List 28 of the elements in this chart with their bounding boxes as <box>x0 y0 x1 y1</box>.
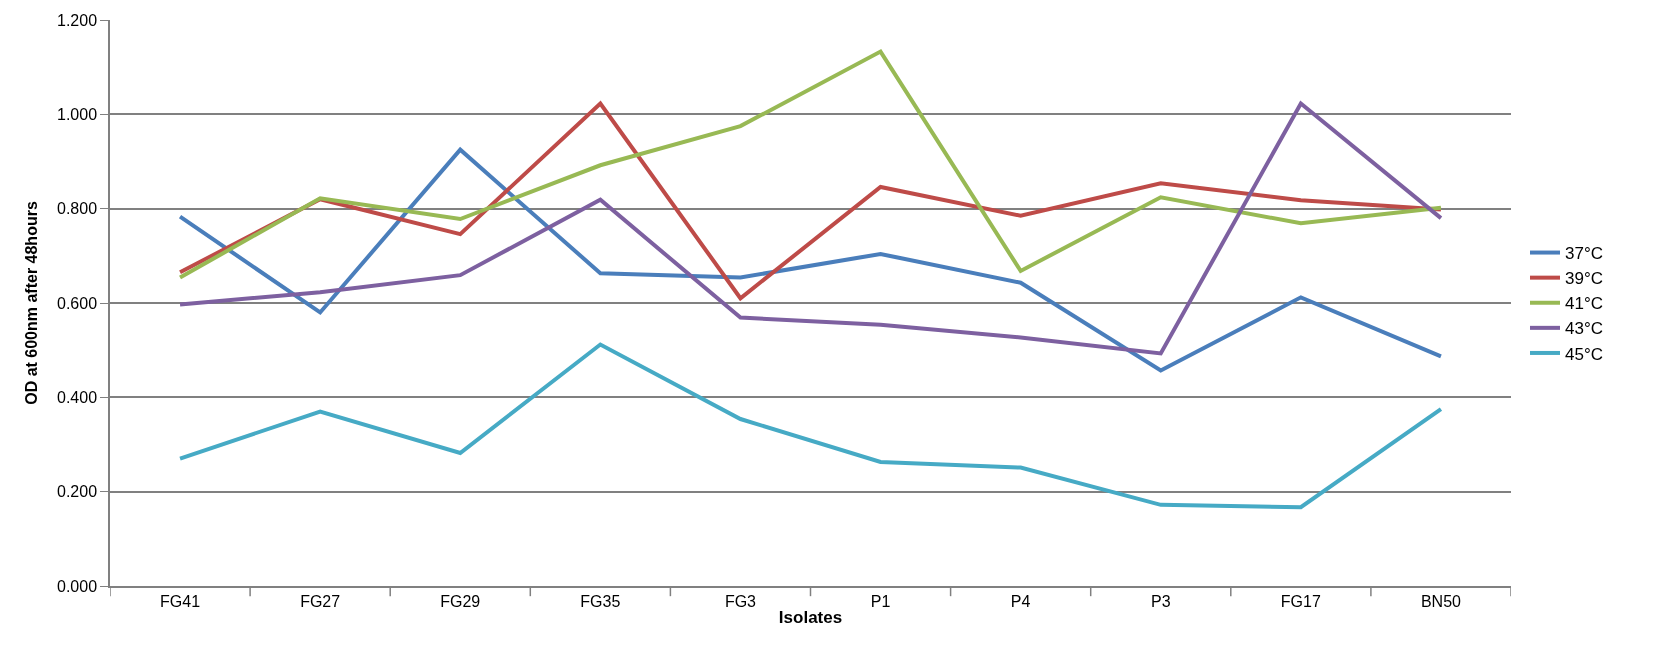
legend-label: 39°C <box>1565 269 1603 289</box>
y-tick-label: 1.200 <box>57 11 98 29</box>
line-series <box>178 49 1443 280</box>
x-tick-label: P1 <box>870 592 891 610</box>
x-tick-label: FG3 <box>724 592 757 610</box>
legend-label: 43°C <box>1565 319 1603 339</box>
y-axis-title: OD at 600nm after 48hours <box>23 201 41 405</box>
x-tick-label: FG29 <box>440 592 481 610</box>
y-tick-label: 0.800 <box>57 200 98 218</box>
y-tick-label: 0.600 <box>57 294 98 312</box>
x-tick-label: P3 <box>1150 592 1171 610</box>
x-tick-label: BN50 <box>1420 592 1462 610</box>
y-tick-label: 0.000 <box>57 577 98 595</box>
line-series <box>178 101 1443 356</box>
x-tick-label: FG35 <box>580 592 621 610</box>
y-tick-label: 1.000 <box>57 105 98 123</box>
x-tick-label: FG17 <box>1280 592 1321 610</box>
line-series <box>178 147 1443 373</box>
x-tick-label: FG41 <box>160 592 201 610</box>
line-series <box>178 342 1443 510</box>
legend-label: 37°C <box>1565 244 1603 264</box>
y-tick-label: 0.400 <box>57 388 98 406</box>
legend-label: 41°C <box>1565 294 1603 314</box>
y-tick-label: 0.200 <box>57 483 98 501</box>
x-axis-title: Isolates <box>778 607 843 627</box>
x-tick-label: FG27 <box>300 592 341 610</box>
x-tick-label: P4 <box>1010 592 1031 610</box>
legend-label: 45°C <box>1565 344 1603 364</box>
